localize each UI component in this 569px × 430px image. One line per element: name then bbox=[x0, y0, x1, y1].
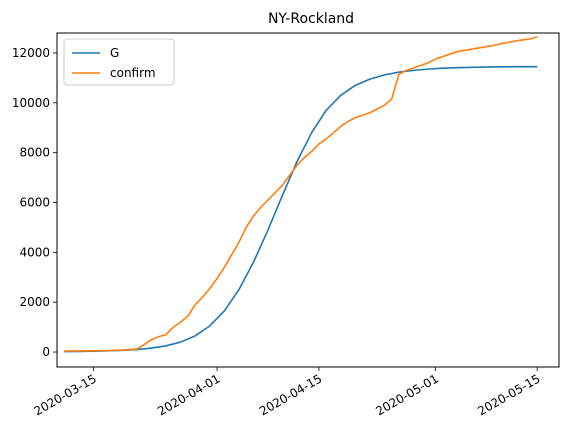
series-layer bbox=[64, 35, 538, 353]
y-tick-label-6000: 6000 bbox=[19, 195, 50, 209]
y-tick-label-10000: 10000 bbox=[12, 96, 50, 110]
y-axis: 0 2000 4000 6000 8000 10000 12000 bbox=[12, 46, 57, 359]
y-tick-label-2000: 2000 bbox=[19, 295, 50, 309]
legend-label-confirm: confirm bbox=[110, 66, 156, 80]
y-tick-label-4000: 4000 bbox=[19, 245, 50, 259]
x-tick-label-2020-05-15: 2020-05-15 bbox=[475, 371, 542, 418]
series-line-G bbox=[64, 65, 538, 353]
y-tick-label-8000: 8000 bbox=[19, 146, 50, 160]
legend-label-G: G bbox=[110, 46, 119, 60]
x-tick-label-2020-03-15: 2020-03-15 bbox=[31, 371, 98, 418]
x-tick-label-2020-04-15: 2020-04-15 bbox=[257, 371, 324, 418]
y-tick-label-0: 0 bbox=[42, 345, 50, 359]
x-axis: 2020-03-15 2020-04-01 2020-04-15 2020-05-01… bbox=[31, 367, 543, 418]
series-line-confirm bbox=[64, 35, 538, 352]
plot-frame bbox=[56, 32, 560, 368]
x-tick-label-2020-05-01: 2020-05-01 bbox=[373, 371, 440, 418]
x-tick-label-2020-04-01: 2020-04-01 bbox=[155, 371, 222, 418]
y-tick-label-12000: 12000 bbox=[12, 46, 50, 60]
chart-title: NY-Rockland bbox=[268, 11, 354, 27]
